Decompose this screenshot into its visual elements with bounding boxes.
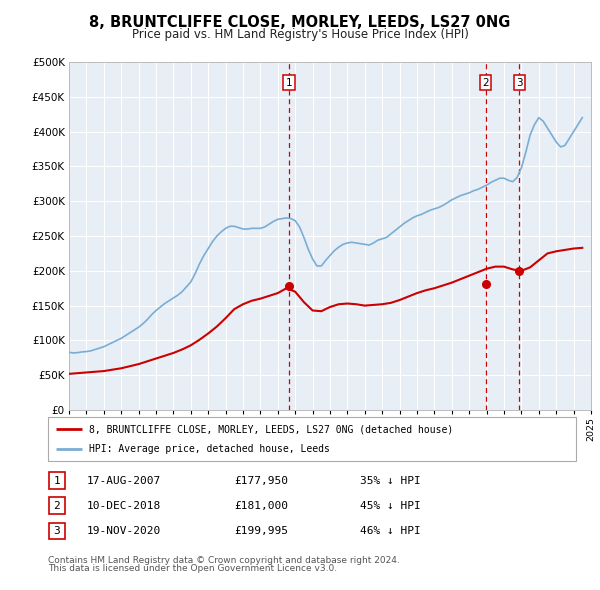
Text: 3: 3 xyxy=(53,526,61,536)
Text: 2: 2 xyxy=(482,78,489,88)
Text: £199,995: £199,995 xyxy=(234,526,288,536)
Text: 45% ↓ HPI: 45% ↓ HPI xyxy=(360,501,421,510)
Text: 8, BRUNTCLIFFE CLOSE, MORLEY, LEEDS, LS27 0NG: 8, BRUNTCLIFFE CLOSE, MORLEY, LEEDS, LS2… xyxy=(89,15,511,30)
Text: HPI: Average price, detached house, Leeds: HPI: Average price, detached house, Leed… xyxy=(89,444,330,454)
Text: 1: 1 xyxy=(53,476,61,486)
Text: This data is licensed under the Open Government Licence v3.0.: This data is licensed under the Open Gov… xyxy=(48,564,337,573)
Text: 8, BRUNTCLIFFE CLOSE, MORLEY, LEEDS, LS27 0NG (detached house): 8, BRUNTCLIFFE CLOSE, MORLEY, LEEDS, LS2… xyxy=(89,424,454,434)
Text: 35% ↓ HPI: 35% ↓ HPI xyxy=(360,476,421,486)
Text: 1: 1 xyxy=(286,78,292,88)
Text: 17-AUG-2007: 17-AUG-2007 xyxy=(87,476,161,486)
Text: 3: 3 xyxy=(516,78,523,88)
Text: 2: 2 xyxy=(53,501,61,510)
Text: £177,950: £177,950 xyxy=(234,476,288,486)
Text: £181,000: £181,000 xyxy=(234,501,288,510)
Text: Contains HM Land Registry data © Crown copyright and database right 2024.: Contains HM Land Registry data © Crown c… xyxy=(48,556,400,565)
Text: 19-NOV-2020: 19-NOV-2020 xyxy=(87,526,161,536)
Text: Price paid vs. HM Land Registry's House Price Index (HPI): Price paid vs. HM Land Registry's House … xyxy=(131,28,469,41)
Text: 46% ↓ HPI: 46% ↓ HPI xyxy=(360,526,421,536)
Text: 10-DEC-2018: 10-DEC-2018 xyxy=(87,501,161,510)
